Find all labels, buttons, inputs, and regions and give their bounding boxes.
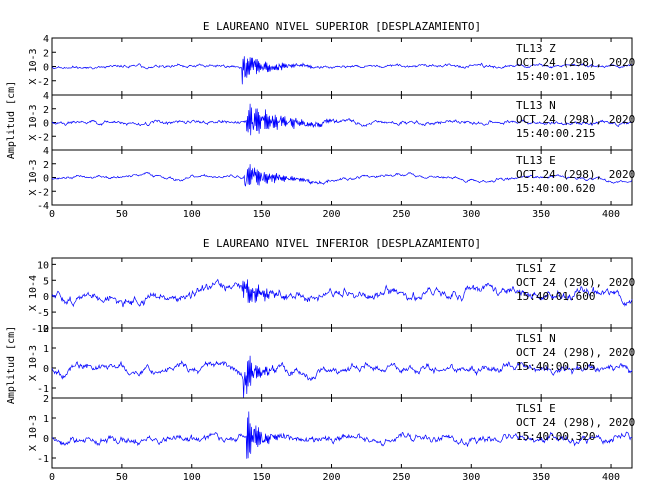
y-tick-label: 5 [43,276,49,287]
date-label: OCT 24 (298), 2020 [516,346,635,359]
y-tick-label: 10 [37,260,49,271]
y-axis-label: Amplitud [cm] [6,326,17,404]
x-tick-label: 250 [392,472,410,483]
y-tick-label: 4 [43,146,49,157]
scale-label: X 10-3 [28,48,39,84]
x-tick-label: 150 [253,472,271,483]
y-tick-label: -2 [37,132,49,143]
y-tick-label: 0 [43,119,49,130]
y-tick-label: 1 [43,414,49,425]
time-label: 15:40:00.320 [516,430,595,443]
scale-label: X 10-3 [28,345,39,381]
y-tick-label: 4 [43,91,49,102]
x-tick-label: 0 [49,472,55,483]
y-tick-label: 2 [43,48,49,59]
waveform-series [52,411,633,459]
time-label: 15:40:00.620 [516,182,595,195]
y-tick-label: -1 [37,384,49,395]
date-label: OCT 24 (298), 2020 [516,113,635,126]
x-tick-label: 300 [462,209,480,220]
date-label: OCT 24 (298), 2020 [516,276,635,289]
y-tick-label: 1 [43,344,49,355]
chart-group-2: E LAUREANO NIVEL INFERIOR [DESPLAZAMIENT… [6,237,635,483]
y-tick-label: -5 [37,308,49,319]
x-tick-label: 350 [532,209,550,220]
date-label: OCT 24 (298), 2020 [516,56,635,69]
x-tick-label: 250 [392,209,410,220]
y-tick-label: 0 [43,292,49,303]
x-tick-label: 350 [532,472,550,483]
x-tick-label: 400 [602,472,620,483]
time-label: 15:40:00.505 [516,360,595,373]
date-label: OCT 24 (298), 2020 [516,416,635,429]
x-tick-label: 400 [602,209,620,220]
scale-label: X 10-3 [28,104,39,140]
y-axis-label: Amplitud [cm] [6,81,17,159]
panel-frame [51,397,633,469]
x-tick-label: 200 [322,472,340,483]
x-tick-label: 0 [49,209,55,220]
scale-label: X 10-3 [28,415,39,451]
waveform-series [51,278,633,308]
station-label: TLS1 E [516,402,556,415]
y-tick-label: -10 [31,324,49,335]
y-tick-label: 0 [43,364,49,375]
scale-label: X 10-4 [28,275,39,311]
y-tick-label: 0 [43,174,49,185]
station-label: TLS1 Z [516,262,556,275]
station-label: TLS1 N [516,332,556,345]
y-tick-label: -1 [37,454,49,465]
scale-label: X 10-3 [28,159,39,195]
x-tick-label: 150 [253,209,271,220]
waveform-series [51,56,633,85]
x-tick-label: 50 [116,472,128,483]
time-label: 15:40:01.105 [516,70,595,83]
station-label: TL13 N [516,99,556,112]
station-label: TL13 Z [516,42,556,55]
y-tick-label: -2 [37,77,49,88]
chart-group-1: E LAUREANO NIVEL SUPERIOR [DESPLAZAMIENT… [6,20,635,220]
y-tick-label: 2 [43,324,49,335]
chart-title: E LAUREANO NIVEL SUPERIOR [DESPLAZAMIENT… [203,20,481,33]
y-tick-label: -4 [37,201,49,212]
y-tick-label: 0 [43,434,49,445]
y-tick-label: 2 [43,160,49,171]
x-tick-label: 100 [183,209,201,220]
waveform-series [51,355,633,398]
y-tick-label: 0 [43,63,49,74]
date-label: OCT 24 (298), 2020 [516,168,635,181]
station-label: TL13 E [516,154,556,167]
chart-title: E LAUREANO NIVEL INFERIOR [DESPLAZAMIENT… [203,237,481,250]
waveform-series [51,164,633,187]
time-label: 15:40:00.215 [516,127,595,140]
x-tick-label: 200 [322,209,340,220]
y-tick-label: 4 [43,34,49,45]
time-label: 15:40:01.600 [516,290,595,303]
y-tick-label: 2 [43,394,49,405]
y-tick-label: 2 [43,105,49,116]
x-tick-label: 100 [183,472,201,483]
waveform-series [51,103,633,136]
y-tick-label: -2 [37,187,49,198]
x-tick-label: 50 [116,209,128,220]
x-tick-label: 300 [462,472,480,483]
